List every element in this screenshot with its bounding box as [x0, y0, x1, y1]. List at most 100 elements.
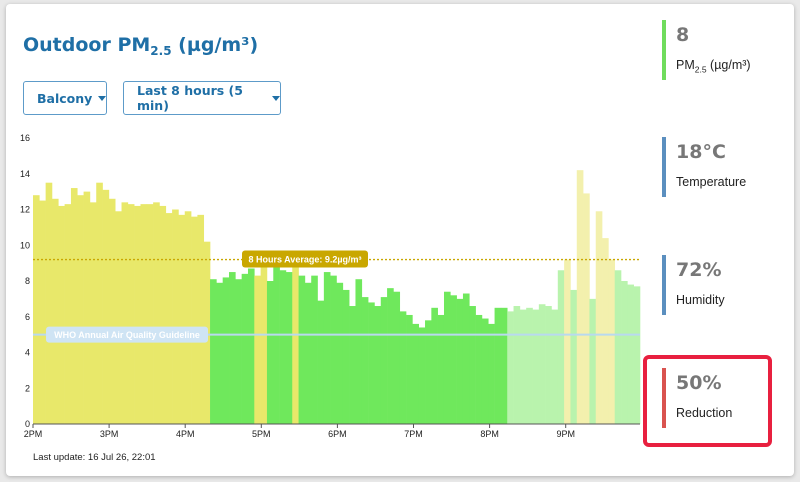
data-bar [355, 279, 363, 424]
data-bar [443, 291, 451, 424]
data-bar [513, 306, 521, 424]
data-bar [526, 307, 533, 424]
data-bar [70, 188, 78, 424]
temperature-stat: 18°C Temperature [662, 137, 746, 197]
data-bar [39, 200, 46, 424]
data-bar [406, 314, 413, 424]
humidity-value: 72% [676, 259, 722, 281]
data-bar [621, 281, 628, 424]
data-bar [235, 279, 242, 424]
data-bar [425, 320, 432, 424]
y-tick-label: 6 [25, 312, 30, 322]
pm25-label: PM2.5 (µg/m³) [676, 58, 751, 75]
data-bar [241, 273, 249, 424]
reduction-highlight-frame [643, 355, 772, 447]
time-range-dropdown-label: Last 8 hours (5 min) [137, 83, 243, 113]
data-bar [456, 298, 464, 424]
data-bar [393, 291, 401, 424]
data-bar [134, 205, 141, 424]
pm25-stat: 8 PM2.5 (µg/m³) [662, 20, 751, 80]
data-bar [323, 272, 331, 424]
data-bar [222, 277, 230, 424]
data-bar [216, 282, 223, 424]
reduction-value: 50% [676, 372, 722, 394]
data-bar [500, 307, 508, 424]
y-tick-label: 10 [20, 240, 30, 250]
x-tick-label: 4PM [176, 429, 195, 439]
reduction-stat: 50% Reduction [662, 368, 732, 428]
data-bar [608, 259, 616, 424]
last-update-text: Last update: 16 Jul 26, 22:01 [33, 452, 156, 463]
data-bar [298, 275, 306, 424]
data-bar [570, 289, 578, 424]
data-bar [178, 214, 186, 424]
data-bar [614, 270, 622, 424]
data-bar [51, 198, 59, 424]
data-bar [273, 266, 280, 424]
y-tick-label: 4 [25, 348, 30, 358]
data-bar [317, 300, 325, 424]
data-bar [437, 314, 445, 424]
y-tick-label: 0 [25, 419, 30, 429]
data-bar [519, 309, 527, 424]
data-bar [507, 311, 514, 424]
data-bar [412, 323, 419, 424]
data-bar [191, 216, 198, 424]
data-bar [342, 289, 350, 424]
location-dropdown-label: Balcony [37, 90, 93, 106]
temperature-label: Temperature [676, 175, 747, 189]
data-bar [387, 288, 394, 424]
data-bar [532, 309, 540, 424]
data-bar [583, 193, 590, 424]
data-bar [210, 279, 217, 424]
data-bar [330, 275, 337, 424]
data-bar [45, 182, 53, 424]
data-bar [102, 189, 110, 424]
data-bar [33, 195, 40, 424]
x-tick-label: 7PM [404, 429, 423, 439]
humidity-label: Humidity [676, 293, 725, 307]
data-bar [146, 204, 154, 424]
data-bar [627, 284, 634, 424]
data-bar [77, 195, 84, 424]
data-bar [349, 306, 356, 424]
average-label: 8 Hours Average: 9.2µg/m³ [248, 255, 361, 265]
data-bar [361, 297, 369, 424]
data-bar [127, 204, 135, 424]
data-bar [159, 205, 167, 424]
data-bar [450, 295, 457, 424]
x-tick-label: 5PM [252, 429, 271, 439]
data-bar [292, 261, 299, 424]
data-bar [260, 261, 268, 424]
data-bar [475, 314, 483, 424]
data-bar [469, 306, 476, 424]
y-tick-label: 8 [25, 276, 30, 286]
pm25-value: 8 [676, 24, 690, 46]
data-bar [551, 309, 559, 424]
average-badge [242, 250, 368, 268]
y-tick-label: 16 [20, 133, 30, 143]
data-bar [481, 318, 489, 424]
data-bar [557, 270, 565, 424]
who-guideline-label: WHO Annual Air Quality Guideline [54, 330, 200, 340]
temperature-value: 18°C [676, 141, 726, 163]
chevron-down-icon [272, 95, 280, 101]
data-bar [108, 198, 116, 424]
time-range-dropdown[interactable]: Last 8 hours (5 min) [123, 81, 281, 115]
data-bar [83, 191, 91, 424]
location-dropdown[interactable]: Balcony [23, 81, 107, 115]
data-bar [488, 323, 495, 424]
reduction-label: Reduction [676, 406, 733, 420]
data-bar [602, 238, 609, 424]
data-bar [538, 304, 546, 424]
data-bar [165, 213, 173, 424]
data-bar [380, 297, 388, 424]
data-bar [374, 306, 382, 424]
data-bar [279, 270, 287, 424]
data-bar [153, 202, 160, 424]
data-bar [462, 293, 470, 424]
data-bar [431, 307, 438, 424]
data-bar [399, 311, 407, 424]
data-bar [311, 275, 318, 424]
